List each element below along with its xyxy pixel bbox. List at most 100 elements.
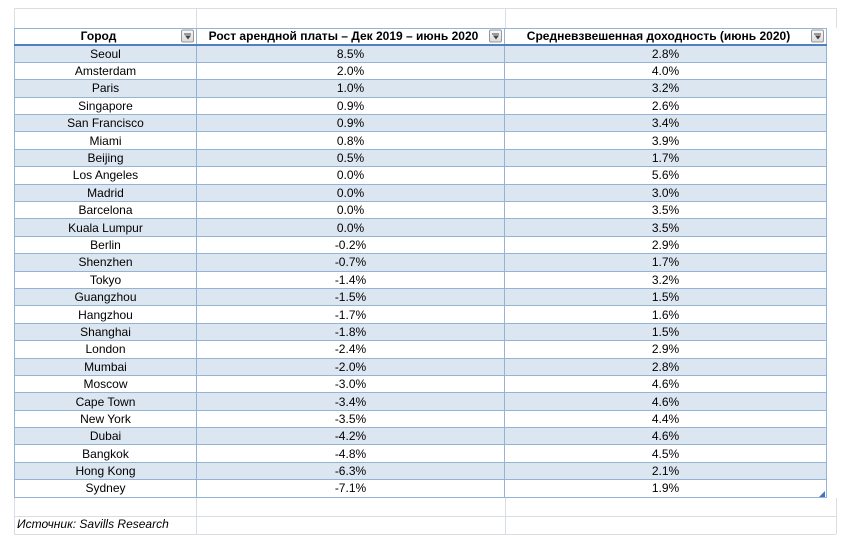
table-cell[interactable]: 1.6% — [504, 305, 827, 324]
table-cell[interactable]: Dubai — [14, 427, 197, 446]
table-resize-handle[interactable] — [819, 491, 825, 497]
header-label-yield: Средневзвешенная доходность (июнь 2020) — [526, 29, 791, 44]
table-cell[interactable]: Singapore — [14, 96, 197, 116]
table-cell[interactable]: -3.4% — [196, 392, 505, 411]
table-cell[interactable]: 1.7% — [504, 253, 827, 272]
table-cell[interactable]: -0.2% — [196, 235, 505, 255]
table-cell[interactable]: -7.1% — [196, 479, 505, 498]
header-cell-yield[interactable]: Средневзвешенная доходность (июнь 2020) — [504, 28, 827, 46]
table-cell[interactable]: 1.0% — [196, 79, 505, 98]
table-cell[interactable]: -6.3% — [196, 461, 505, 481]
table-cell[interactable]: 4.4% — [504, 409, 827, 429]
table-cell[interactable]: 4.6% — [504, 374, 827, 394]
table-cell[interactable]: 4.0% — [504, 61, 827, 81]
table-cell[interactable]: 3.5% — [504, 218, 827, 237]
gridline — [14, 534, 836, 535]
table-cell[interactable]: 0.0% — [196, 201, 505, 220]
table-cell[interactable]: San Francisco — [14, 114, 197, 133]
table-cell[interactable]: New York — [14, 409, 197, 429]
table-cell[interactable]: 3.5% — [504, 201, 827, 220]
table-cell[interactable]: Guangzhou — [14, 287, 197, 307]
table-cell[interactable]: Tokyo — [14, 270, 197, 289]
table-cell[interactable]: 2.1% — [504, 461, 827, 481]
table-cell[interactable]: -1.4% — [196, 270, 505, 289]
table-cell[interactable]: 0.0% — [196, 183, 505, 203]
table-row: Hong Kong -6.3% 2.1% — [14, 461, 827, 481]
table-cell[interactable]: -3.0% — [196, 374, 505, 394]
table-cell[interactable]: Paris — [14, 79, 197, 98]
table-cell[interactable]: Shanghai — [14, 322, 197, 342]
table-cell[interactable]: Moscow — [14, 374, 197, 394]
table-cell[interactable]: 2.8% — [504, 44, 827, 63]
table-cell[interactable]: Shenzhen — [14, 253, 197, 272]
table-cell[interactable]: 0.9% — [196, 114, 505, 133]
header-cell-city[interactable]: Город — [14, 28, 197, 46]
table-cell[interactable]: Berlin — [14, 235, 197, 255]
table-cell[interactable]: -4.2% — [196, 427, 505, 446]
table-cell[interactable]: 3.2% — [504, 79, 827, 98]
gridline — [14, 516, 836, 517]
table-cell[interactable]: 1.9% — [504, 479, 827, 498]
table-cell[interactable]: 3.2% — [504, 270, 827, 289]
table-row: Seoul 8.5% 2.8% — [14, 44, 827, 63]
table-cell[interactable]: Bangkok — [14, 444, 197, 463]
table-cell[interactable]: -1.8% — [196, 322, 505, 342]
table-cell[interactable]: -1.5% — [196, 287, 505, 307]
header-row: Город Рост арендной платы – Дек 2019 – и… — [14, 28, 827, 46]
filter-dropdown-icon[interactable] — [489, 29, 502, 43]
table-cell[interactable]: 0.0% — [196, 166, 505, 185]
table-cell[interactable]: 1.5% — [504, 287, 827, 307]
table-cell[interactable]: 0.8% — [196, 131, 505, 150]
table-cell[interactable]: 3.0% — [504, 183, 827, 203]
table-cell[interactable]: 3.9% — [504, 131, 827, 150]
table-cell[interactable]: Amsterdam — [14, 61, 197, 81]
gridline — [836, 8, 837, 28]
data-table: Город Рост арендной платы – Дек 2019 – и… — [14, 28, 827, 498]
table-cell[interactable]: 2.9% — [504, 340, 827, 359]
table-cell[interactable]: 0.5% — [196, 148, 505, 168]
table-cell[interactable]: Cape Town — [14, 392, 197, 411]
table-cell[interactable]: 4.6% — [504, 392, 827, 411]
table-cell[interactable]: 5.6% — [504, 166, 827, 185]
table-cell[interactable]: Hong Kong — [14, 461, 197, 481]
table-cell[interactable]: Beijing — [14, 148, 197, 168]
table-cell[interactable]: Madrid — [14, 183, 197, 203]
gridline — [196, 498, 197, 534]
table-cell[interactable]: London — [14, 340, 197, 359]
table-cell[interactable]: -1.7% — [196, 305, 505, 324]
table-cell[interactable]: 1.5% — [504, 322, 827, 342]
table-cell[interactable]: 2.8% — [504, 357, 827, 376]
header-cell-rent-growth[interactable]: Рост арендной платы – Дек 2019 – июнь 20… — [196, 28, 505, 46]
table-row: Kuala Lumpur 0.0% 3.5% — [14, 218, 827, 237]
table-cell[interactable]: 4.5% — [504, 444, 827, 463]
table-cell[interactable]: 2.9% — [504, 235, 827, 255]
table-cell[interactable]: Mumbai — [14, 357, 197, 376]
table-cell[interactable]: Seoul — [14, 44, 197, 63]
table-cell[interactable]: -3.5% — [196, 409, 505, 429]
gridline — [505, 498, 506, 534]
table-cell[interactable]: -2.4% — [196, 340, 505, 359]
table-row: Cape Town -3.4% 4.6% — [14, 392, 827, 411]
table-cell[interactable]: 2.0% — [196, 61, 505, 81]
table-cell[interactable]: Kuala Lumpur — [14, 218, 197, 237]
table-cell[interactable]: -4.8% — [196, 444, 505, 463]
table-cell[interactable]: -2.0% — [196, 357, 505, 376]
table-cell[interactable]: -0.7% — [196, 253, 505, 272]
filter-dropdown-icon[interactable] — [811, 29, 824, 43]
table-cell[interactable]: Barcelona — [14, 201, 197, 220]
table-cell[interactable]: 1.7% — [504, 148, 827, 168]
table-cell[interactable]: 0.9% — [196, 96, 505, 116]
table-cell[interactable]: 8.5% — [196, 44, 505, 63]
table-row: Berlin -0.2% 2.9% — [14, 235, 827, 255]
table-cell[interactable]: 0.0% — [196, 218, 505, 237]
table-cell[interactable]: Los Angeles — [14, 166, 197, 185]
table-cell[interactable]: Miami — [14, 131, 197, 150]
filter-dropdown-icon[interactable] — [181, 29, 194, 43]
table-cell[interactable]: 2.6% — [504, 96, 827, 116]
table-row: Moscow -3.0% 4.6% — [14, 374, 827, 394]
table-cell[interactable]: 4.6% — [504, 427, 827, 446]
table-cell[interactable]: 3.4% — [504, 114, 827, 133]
table-cell[interactable]: Sydney — [14, 479, 197, 498]
table-cell[interactable]: Hangzhou — [14, 305, 197, 324]
